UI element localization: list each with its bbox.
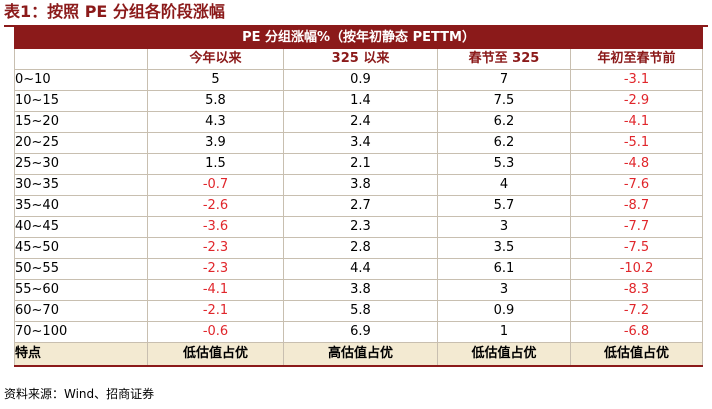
column-header-festival-to-325: 春节至 325 (437, 48, 571, 70)
value-cell: -10.2 (569, 258, 704, 280)
value-cell: 5 (147, 69, 284, 91)
value-cell: 6.2 (437, 132, 571, 154)
value-cell: 2.3 (283, 216, 438, 238)
value-cell: 3.5 (437, 237, 571, 259)
group-header: PE 分组涨幅%（按年初静态 PETTM） (13, 26, 704, 49)
row-label: 40~45 (14, 216, 148, 238)
feature-cell: 低估值占优 (437, 342, 571, 367)
table-row: 20~25 3.9 3.4 6.2 -5.1 (14, 132, 704, 154)
value-cell: 1.5 (147, 153, 284, 175)
row-label: 50~55 (14, 258, 148, 280)
table-body: PE 分组涨幅%（按年初静态 PETTM） 今年以来 325 以来 春节至 32… (13, 26, 704, 367)
value-cell: -6.8 (569, 321, 704, 343)
value-cell: -4.8 (569, 153, 704, 175)
feature-cell: 低估值占优 (569, 342, 704, 367)
row-label: 55~60 (14, 279, 148, 301)
value-cell: 5.8 (147, 90, 284, 112)
column-header-start-to-festival: 年初至春节前 (569, 48, 704, 70)
value-cell: 2.4 (283, 111, 438, 133)
value-cell: 6.1 (437, 258, 571, 280)
table-row: 40~45 -3.6 2.3 3 -7.7 (14, 216, 704, 238)
row-label: 30~35 (14, 174, 148, 196)
pe-group-returns-table: PE 分组涨幅%（按年初静态 PETTM） 今年以来 325 以来 春节至 32… (13, 26, 704, 367)
feature-label: 特点 (14, 342, 148, 367)
value-cell: -0.7 (147, 174, 284, 196)
row-label: 25~30 (14, 153, 148, 175)
value-cell: -8.7 (569, 195, 704, 217)
source-note: 资料来源：Wind、招商证券 (4, 387, 155, 401)
group-header-row: PE 分组涨幅%（按年初静态 PETTM） (13, 26, 704, 49)
value-cell: 3.4 (283, 132, 438, 154)
value-cell: 0.9 (437, 300, 571, 322)
value-cell: 1 (437, 321, 571, 343)
value-cell: -7.6 (569, 174, 704, 196)
value-cell: -4.1 (569, 111, 704, 133)
value-cell: -5.1 (569, 132, 704, 154)
table-row: 15~20 4.3 2.4 6.2 -4.1 (14, 111, 704, 133)
value-cell: -7.5 (569, 237, 704, 259)
value-cell: -0.6 (147, 321, 284, 343)
corner-cell (14, 48, 148, 70)
column-header-ytd: 今年以来 (147, 48, 284, 70)
row-label: 0~10 (14, 69, 148, 91)
column-header-row: 今年以来 325 以来 春节至 325 年初至春节前 (14, 48, 704, 70)
row-label: 10~15 (14, 90, 148, 112)
row-label: 15~20 (14, 111, 148, 133)
table-row: 25~30 1.5 2.1 5.3 -4.8 (14, 153, 704, 175)
table-row: 0~10 5 0.9 7 -3.1 (14, 69, 704, 91)
row-label: 20~25 (14, 132, 148, 154)
value-cell: 2.1 (283, 153, 438, 175)
value-cell: 5.3 (437, 153, 571, 175)
value-cell: -2.6 (147, 195, 284, 217)
table-row: 30~35 -0.7 3.8 4 -7.6 (14, 174, 704, 196)
table-row: 60~70 -2.1 5.8 0.9 -7.2 (14, 300, 704, 322)
table-row: 45~50 -2.3 2.8 3.5 -7.5 (14, 237, 704, 259)
table-row: 70~100 -0.6 6.9 1 -6.8 (14, 321, 704, 343)
value-cell: -2.3 (147, 258, 284, 280)
value-cell: 3 (437, 279, 571, 301)
value-cell: 1.4 (283, 90, 438, 112)
row-label: 45~50 (14, 237, 148, 259)
table-row: 55~60 -4.1 3.8 3 -8.3 (14, 279, 704, 301)
value-cell: 3.8 (283, 174, 438, 196)
value-cell: 3 (437, 216, 571, 238)
column-header-since-325: 325 以来 (283, 48, 438, 70)
value-cell: -4.1 (147, 279, 284, 301)
value-cell: 4.3 (147, 111, 284, 133)
value-cell: 2.7 (283, 195, 438, 217)
feature-cell: 低估值占优 (147, 342, 284, 367)
value-cell: -2.1 (147, 300, 284, 322)
value-cell: -2.3 (147, 237, 284, 259)
value-cell: 7 (437, 69, 571, 91)
row-label: 35~40 (14, 195, 148, 217)
feature-cell: 高估值占优 (283, 342, 438, 367)
value-cell: 5.7 (437, 195, 571, 217)
value-cell: 3.9 (147, 132, 284, 154)
row-label: 70~100 (14, 321, 148, 343)
value-cell: -3.6 (147, 216, 284, 238)
value-cell: 6.9 (283, 321, 438, 343)
value-cell: 4 (437, 174, 571, 196)
value-cell: 0.9 (283, 69, 438, 91)
feature-row: 特点 低估值占优 高估值占优 低估值占优 低估值占优 (14, 342, 704, 367)
value-cell: -7.7 (569, 216, 704, 238)
value-cell: -3.1 (569, 69, 704, 91)
value-cell: 3.8 (283, 279, 438, 301)
table-title: 表1：按照 PE 分组各阶段涨幅 (4, 2, 225, 21)
table-row: 50~55 -2.3 4.4 6.1 -10.2 (14, 258, 704, 280)
row-label: 60~70 (14, 300, 148, 322)
table-row: 10~15 5.8 1.4 7.5 -2.9 (14, 90, 704, 112)
value-cell: 4.4 (283, 258, 438, 280)
value-cell: -7.2 (569, 300, 704, 322)
value-cell: 5.8 (283, 300, 438, 322)
value-cell: -8.3 (569, 279, 704, 301)
table-row: 35~40 -2.6 2.7 5.7 -8.7 (14, 195, 704, 217)
value-cell: 7.5 (437, 90, 571, 112)
value-cell: 2.8 (283, 237, 438, 259)
value-cell: 6.2 (437, 111, 571, 133)
value-cell: -2.9 (569, 90, 704, 112)
